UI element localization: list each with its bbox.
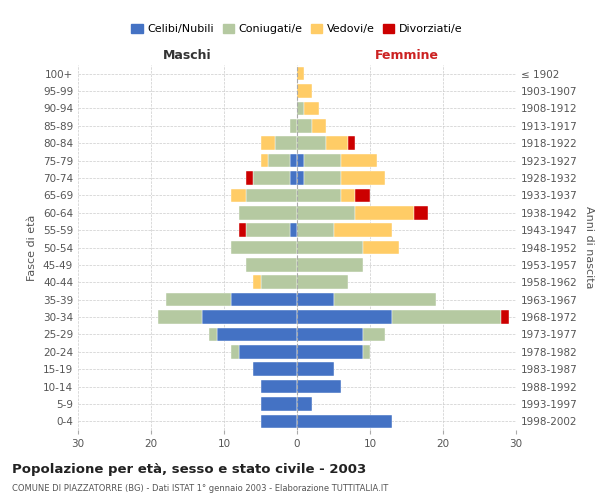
Text: Popolazione per età, sesso e stato civile - 2003: Popolazione per età, sesso e stato civil… (12, 462, 366, 475)
Bar (253, 362, 297, 376)
Bar (341, 188, 355, 202)
Bar (239, 224, 246, 237)
Bar (297, 276, 348, 289)
Bar (297, 397, 311, 410)
Text: Femmine: Femmine (374, 48, 439, 62)
Bar (253, 276, 260, 289)
Bar (260, 154, 268, 168)
Bar (304, 102, 319, 115)
Bar (362, 328, 385, 341)
Bar (334, 224, 392, 237)
Bar (326, 136, 348, 150)
Bar (297, 362, 334, 376)
Bar (260, 380, 297, 394)
Bar (290, 224, 297, 237)
Bar (260, 136, 275, 150)
Bar (232, 345, 239, 358)
Bar (297, 136, 326, 150)
Bar (348, 136, 355, 150)
Bar (246, 258, 297, 272)
Bar (502, 310, 509, 324)
Bar (362, 240, 399, 254)
Bar (355, 206, 414, 220)
Legend: Celibi/Nubili, Coniugati/e, Vedovi/e, Divorziati/e: Celibi/Nubili, Coniugati/e, Vedovi/e, Di… (127, 20, 467, 39)
Bar (414, 206, 428, 220)
Bar (232, 293, 297, 306)
Bar (304, 171, 341, 185)
Bar (297, 102, 304, 115)
Bar (268, 154, 290, 168)
Bar (239, 345, 297, 358)
Bar (297, 258, 362, 272)
Bar (253, 171, 290, 185)
Bar (217, 328, 297, 341)
Bar (297, 293, 334, 306)
Bar (246, 224, 290, 237)
Bar (297, 224, 334, 237)
Bar (334, 293, 436, 306)
Bar (297, 67, 304, 80)
Text: Maschi: Maschi (163, 48, 212, 62)
Bar (392, 310, 502, 324)
Bar (355, 188, 370, 202)
Bar (297, 240, 362, 254)
Bar (297, 310, 392, 324)
Bar (341, 171, 385, 185)
Bar (290, 154, 297, 168)
Bar (275, 136, 297, 150)
Text: COMUNE DI PIAZZATORRE (BG) - Dati ISTAT 1° gennaio 2003 - Elaborazione TUTTITALI: COMUNE DI PIAZZATORRE (BG) - Dati ISTAT … (12, 484, 388, 493)
Y-axis label: Fasce di età: Fasce di età (28, 214, 37, 280)
Bar (260, 414, 297, 428)
Bar (260, 397, 297, 410)
Bar (246, 171, 253, 185)
Bar (297, 154, 304, 168)
Bar (290, 171, 297, 185)
Y-axis label: Anni di nascita: Anni di nascita (584, 206, 594, 289)
Bar (297, 171, 304, 185)
Bar (362, 345, 370, 358)
Bar (209, 328, 217, 341)
Bar (297, 328, 362, 341)
Bar (158, 310, 202, 324)
Bar (297, 188, 341, 202)
Bar (304, 154, 341, 168)
Bar (239, 206, 297, 220)
Bar (290, 119, 297, 132)
Bar (166, 293, 232, 306)
Bar (297, 380, 341, 394)
Bar (341, 154, 377, 168)
Bar (297, 84, 311, 98)
Bar (297, 119, 311, 132)
Bar (232, 188, 246, 202)
Bar (260, 276, 297, 289)
Bar (202, 310, 297, 324)
Bar (297, 206, 355, 220)
Bar (311, 119, 326, 132)
Bar (297, 345, 362, 358)
Bar (297, 414, 392, 428)
Bar (232, 240, 297, 254)
Bar (246, 188, 297, 202)
